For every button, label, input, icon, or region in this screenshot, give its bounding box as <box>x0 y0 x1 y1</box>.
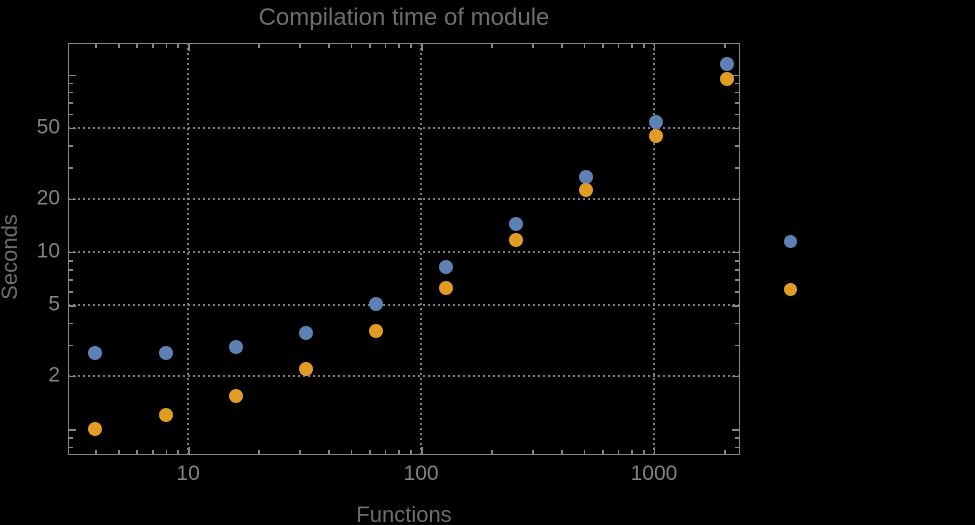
chart-title: Compilation time of module <box>258 4 550 31</box>
x-tick-label: 10 <box>176 462 200 485</box>
plot-area <box>68 43 740 455</box>
legend-marker <box>783 234 797 248</box>
y-tick-label: 2 <box>48 363 60 387</box>
y-tick-label: 50 <box>36 115 60 139</box>
x-tick-label: 100 <box>403 462 439 485</box>
x-axis-label: Functions <box>356 502 452 525</box>
legend-marker <box>783 282 797 296</box>
x-tick-label: 1000 <box>630 462 678 485</box>
y-axis-label: Seconds <box>0 214 22 300</box>
